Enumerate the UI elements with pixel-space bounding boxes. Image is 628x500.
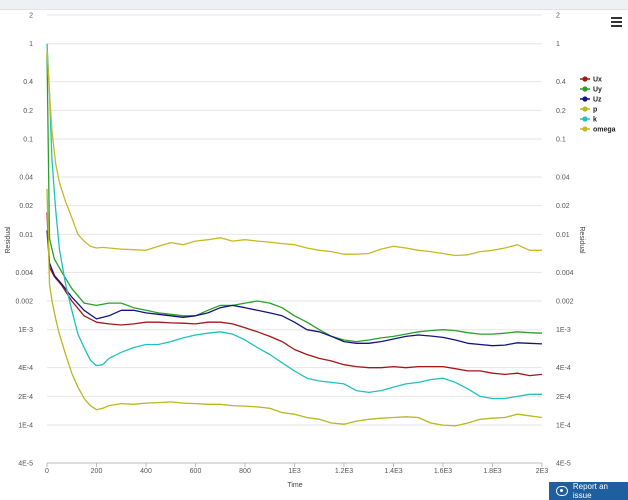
series-line-Ux	[46, 212, 543, 377]
report-issue-button[interactable]: Report an issue	[549, 482, 628, 500]
y-tick-label-left: 0.2	[23, 108, 33, 115]
legend-item-Uy[interactable]: Uy	[580, 86, 602, 94]
series-lines	[46, 43, 543, 427]
legend-marker	[582, 126, 588, 132]
y-tick-label-right: 0.01	[556, 232, 570, 239]
y-axis-right-ticks: 2 1 0.4 0.2 0.1 0.04 0.02 0.01 0.004 0.002 1E-3 4E-…	[556, 13, 574, 468]
x-tick-label: 600	[190, 468, 202, 475]
x-tick-label: 1.6E3	[434, 468, 452, 475]
legend-item-omega[interactable]: omega	[580, 126, 616, 134]
report-icon	[556, 486, 568, 496]
y-tick-label-right: 0.2	[556, 108, 566, 115]
legend: Ux Uy Uz pk omega	[580, 76, 616, 134]
y-tick-label-right: 0.002	[556, 299, 574, 306]
y-tick-label-right: 2E-4	[556, 394, 571, 401]
x-tick-label: 1.8E3	[483, 468, 501, 475]
y-tick-label-left: 0.01	[19, 232, 33, 239]
series-line-Uz	[46, 230, 543, 347]
y-tick-label-right: 0.004	[556, 270, 574, 277]
y-tick-label-right: 0.1	[556, 137, 566, 144]
y-tick-label-left: 0.04	[19, 174, 33, 181]
legend-item-k[interactable]: k	[580, 116, 597, 124]
y-tick-label-left: 0.002	[15, 299, 33, 306]
legend-marker	[582, 76, 588, 82]
y-tick-label-right: 0.02	[556, 203, 570, 210]
x-tick-label: 1E3	[288, 468, 301, 475]
y-tick-label-left: 2E-4	[18, 394, 33, 401]
y-tick-label-right: 4E-4	[556, 365, 571, 372]
legend-label: Ux	[593, 77, 602, 84]
legend-item-p[interactable]: p	[580, 106, 597, 114]
hamburger-menu-icon[interactable]	[608, 12, 626, 32]
legend-label: Uz	[593, 97, 602, 104]
legend-label: k	[593, 117, 597, 124]
legend-label: omega	[593, 127, 616, 134]
y-tick-label-left: 4E-4	[18, 365, 33, 372]
y-axis-title-left: Residual	[5, 226, 12, 254]
menu-line	[611, 21, 622, 23]
grid-lines	[47, 14, 542, 464]
y-tick-label-left: 0.1	[23, 137, 33, 144]
y-tick-label-left: 1E-3	[18, 327, 33, 334]
x-tick-label: 2E3	[536, 468, 549, 475]
x-tick-label: 1.4E3	[384, 468, 402, 475]
menu-line	[611, 17, 622, 19]
report-issue-label: Report an issue	[572, 482, 608, 500]
x-tick-label: 0	[45, 468, 49, 475]
y-tick-label-left: 1E-4	[18, 423, 33, 430]
y-tick-label-right: 1E-4	[556, 423, 571, 430]
legend-label: Uy	[593, 87, 602, 94]
series-line-p	[46, 188, 543, 427]
y-tick-label-right: 1E-3	[556, 327, 571, 334]
legend-marker	[582, 86, 588, 92]
series-line-omega	[46, 50, 542, 257]
x-tick-label: 800	[239, 468, 251, 475]
legend-marker	[582, 106, 588, 112]
legend-item-Ux[interactable]: Ux	[580, 76, 602, 84]
legend-marker	[582, 116, 588, 122]
x-axis-title: Time	[287, 482, 302, 489]
y-tick-label-right: 0.04	[556, 174, 570, 181]
y-tick-label-left: 0.4	[23, 79, 33, 86]
legend-item-Uz[interactable]: Uz	[580, 96, 602, 104]
series-line-Uy	[46, 52, 543, 343]
series-line-k	[46, 43, 542, 400]
top-bar	[0, 0, 628, 10]
y-tick-label-right: 2	[556, 13, 560, 20]
y-tick-label-left: 0.02	[19, 203, 33, 210]
y-tick-label-right: 0.4	[556, 79, 566, 86]
y-tick-label-left: 1	[29, 41, 33, 48]
x-tick-label: 1.2E3	[335, 468, 353, 475]
legend-marker	[582, 96, 588, 102]
y-tick-label-right: 4E-5	[556, 461, 571, 468]
y-axis-left-ticks: 2 1 0.4 0.2 0.1 0.04 0.02 0.01 0.004 0.002 1E-3 4E-…	[15, 13, 33, 468]
x-axis-ticks: 0 200 400 600 800 1E3 1.2E3 1.4E3 1.6E3 1.8E3 2E3	[45, 462, 549, 475]
y-tick-label-right: 1	[556, 41, 560, 48]
y-tick-label-left: 0.004	[15, 270, 33, 277]
menu-line	[611, 25, 622, 27]
y-tick-label-left: 4E-5	[18, 461, 33, 468]
x-tick-label: 400	[140, 468, 152, 475]
y-tick-label-left: 2	[29, 13, 33, 20]
legend-label: p	[593, 107, 597, 114]
x-tick-label: 200	[91, 468, 103, 475]
y-axis-title-right: Residual	[578, 226, 585, 254]
